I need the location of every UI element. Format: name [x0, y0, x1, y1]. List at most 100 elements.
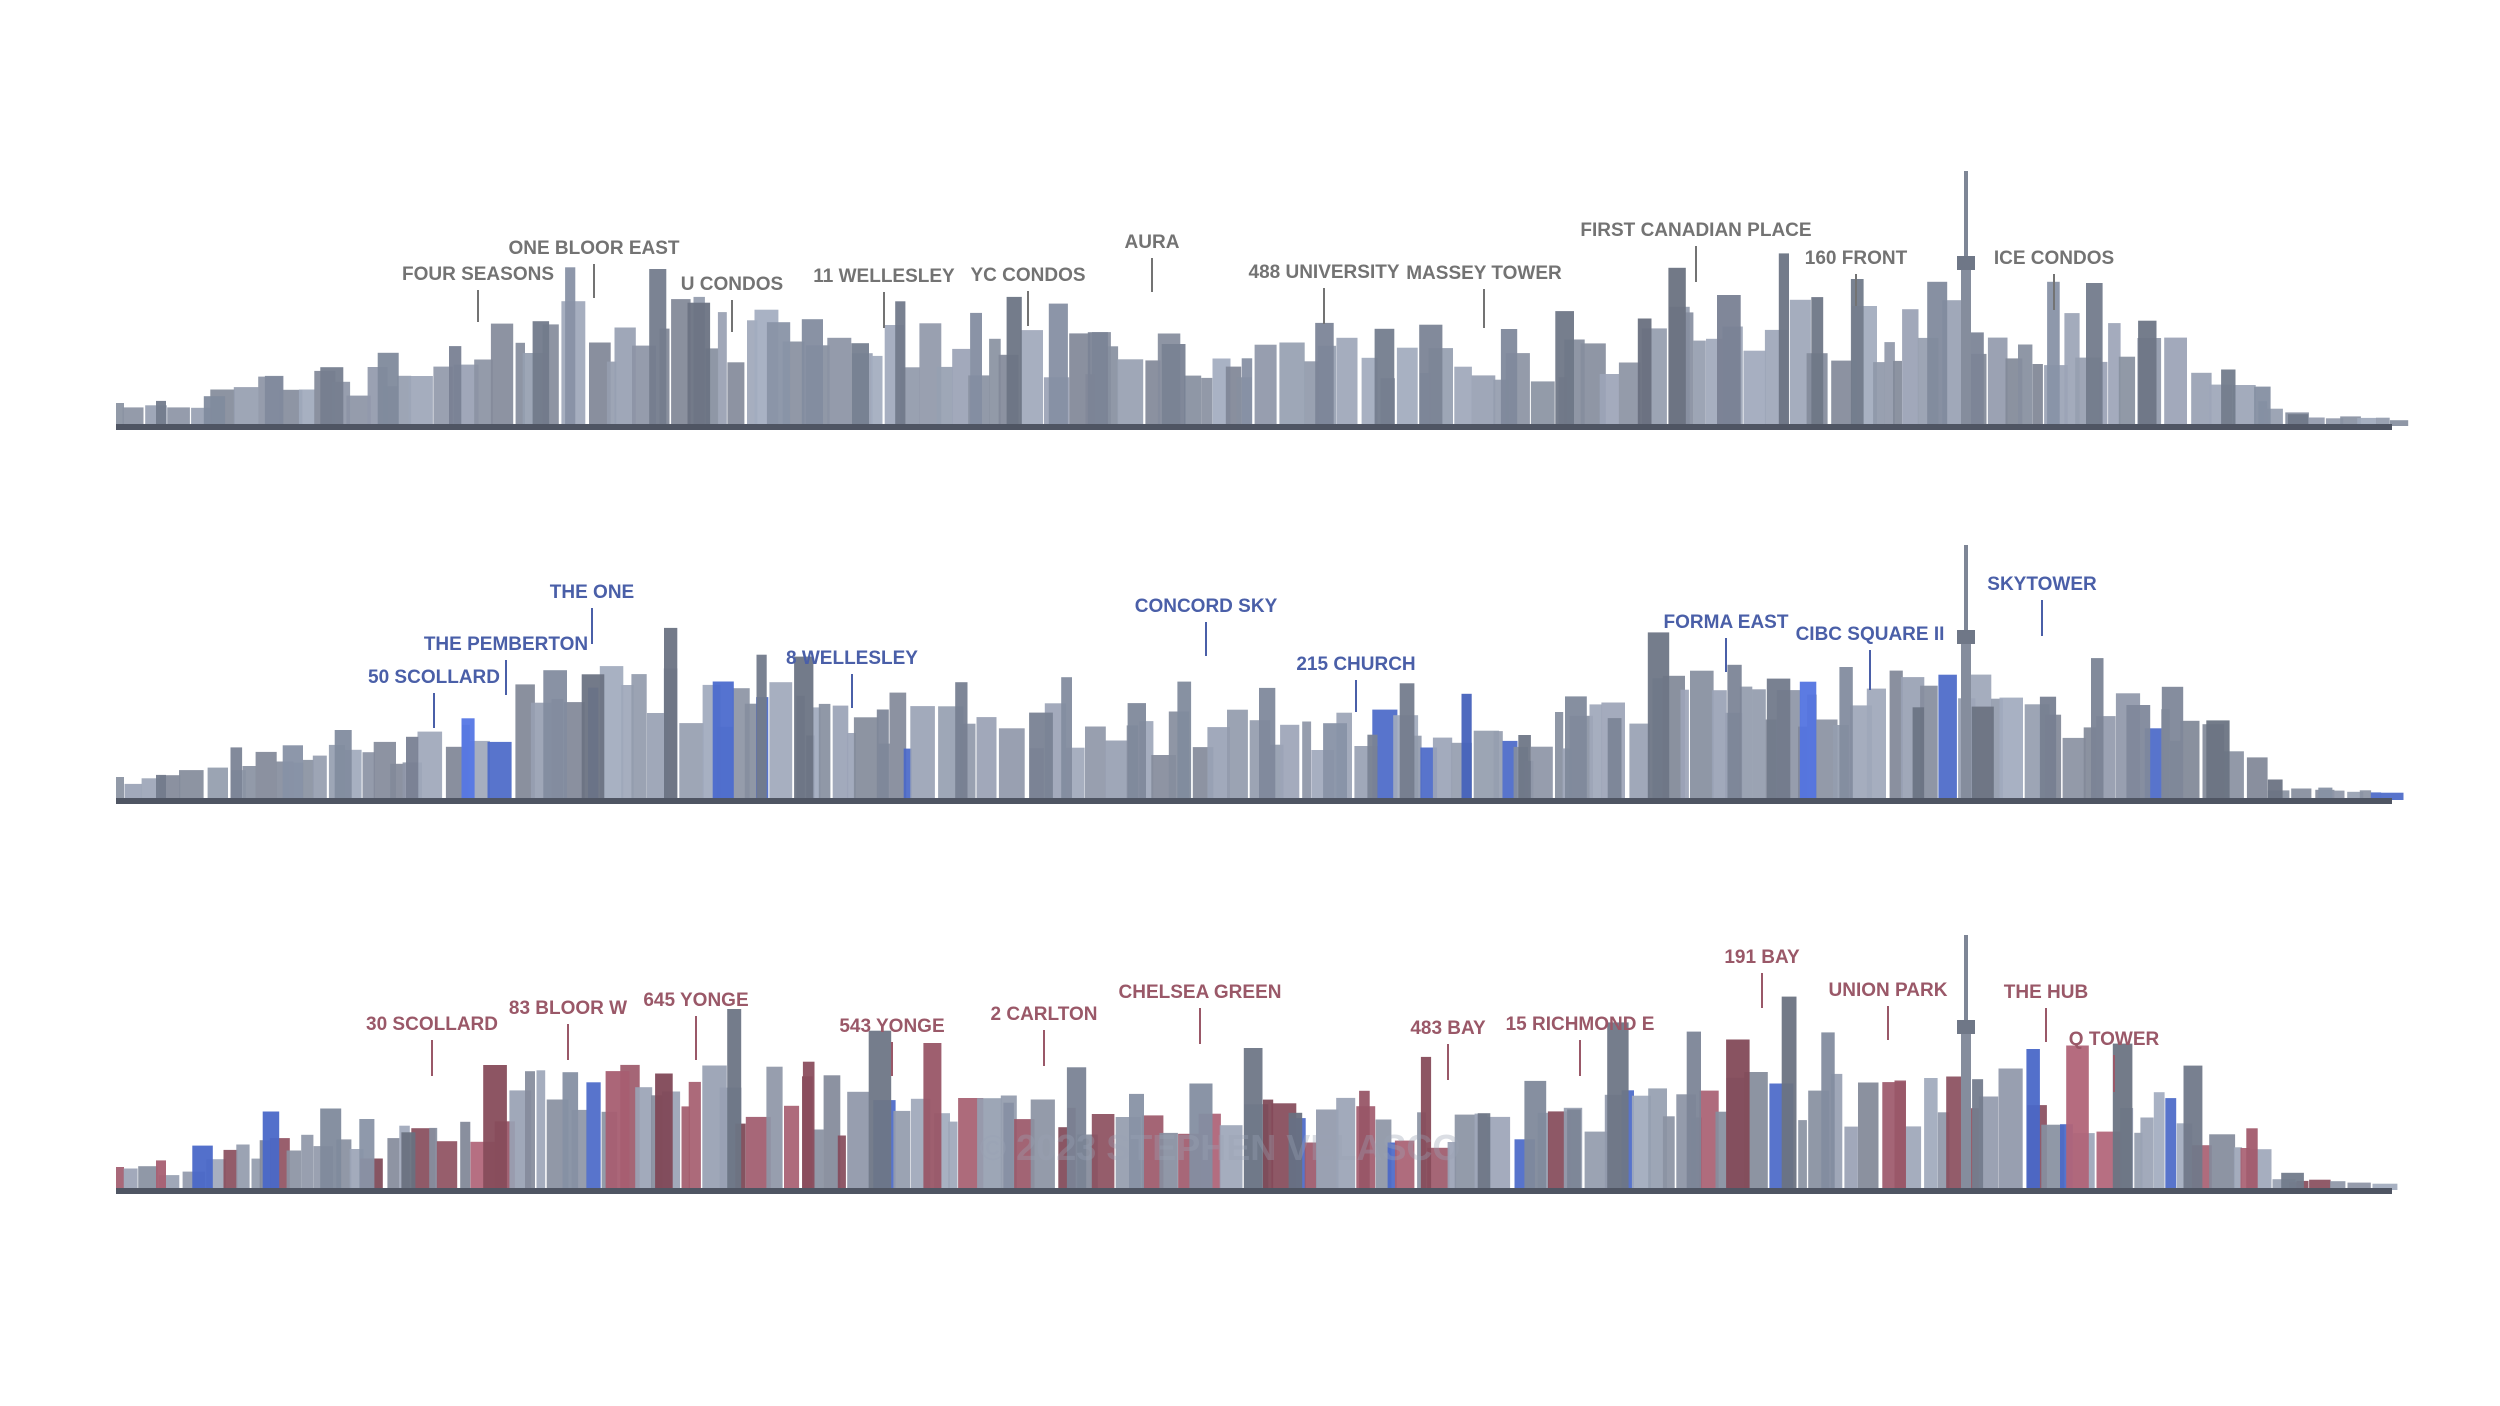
label-cibc-square-ii: CIBC SQUARE II [1796, 624, 1945, 645]
building [1924, 1078, 1938, 1190]
label-30-scollard: 30 SCOLLARD [366, 1014, 498, 1035]
building [1920, 685, 1938, 800]
building [1336, 1097, 1356, 1190]
tower [1972, 1079, 1984, 1190]
tower [1894, 1080, 1906, 1190]
tower [1565, 696, 1587, 800]
building [671, 299, 691, 426]
building [769, 682, 793, 800]
label-massey-tower: MASSEY TOWER [1406, 263, 1562, 284]
building [124, 783, 143, 800]
building [1058, 1127, 1069, 1190]
tower [868, 1030, 892, 1190]
ground-line [116, 1188, 2392, 1194]
skyline-panel-proposed: 30 SCOLLARD 83 BLOOR W 645 YONGE 543 YONGE 2… [116, 935, 2398, 1194]
building [948, 1121, 958, 1190]
building [1304, 1142, 1317, 1190]
building [397, 375, 412, 426]
tower [262, 1111, 280, 1190]
building [2233, 385, 2256, 426]
building [1858, 1082, 1879, 1190]
building [1145, 360, 1161, 426]
tower [1399, 683, 1415, 800]
label-skytower: SKYTOWER [1987, 574, 2097, 595]
building [1662, 1116, 1675, 1190]
building [525, 1071, 535, 1190]
building [223, 1149, 238, 1190]
building [255, 751, 277, 800]
label-83-bloor-w: 83 BLOOR W [509, 998, 627, 1019]
building [2359, 790, 2372, 800]
building [1987, 337, 2008, 426]
building [436, 1141, 458, 1190]
tower [1243, 1048, 1263, 1190]
building [1991, 698, 2003, 800]
building [727, 362, 745, 426]
cn-tower-pod [1957, 256, 1975, 270]
tower [1781, 996, 1797, 1190]
label-191-bay: 191 BAY [1724, 947, 1800, 968]
cn-tower-pod [1957, 630, 1975, 644]
tower [1821, 1032, 1835, 1190]
tower [1129, 1093, 1144, 1190]
building [2389, 420, 2409, 426]
tower [1066, 1067, 1087, 1190]
building [1105, 740, 1130, 800]
building [460, 1121, 471, 1190]
building [1905, 1126, 1922, 1190]
tower [334, 730, 352, 800]
building [853, 717, 879, 800]
tower [1726, 1039, 1750, 1190]
label-ice-condos: ICE CONDOS [1994, 248, 2114, 269]
building [747, 320, 758, 426]
tower [1778, 253, 1789, 426]
tower [2026, 1049, 2040, 1190]
building [1361, 357, 1378, 426]
tower [1686, 1031, 1701, 1190]
ground-line [116, 798, 2392, 804]
building [589, 342, 611, 426]
tower [1912, 707, 1925, 800]
tower [449, 346, 462, 426]
building [515, 342, 525, 426]
building [1304, 361, 1319, 426]
building [837, 1135, 846, 1190]
tower [955, 682, 968, 800]
building [823, 1075, 841, 1190]
building [1744, 1072, 1768, 1190]
building [847, 1091, 870, 1190]
building [2018, 344, 2033, 426]
tower [2091, 658, 2104, 800]
building [279, 389, 303, 426]
tower [1607, 1022, 1629, 1190]
building [1254, 344, 1277, 426]
building [1201, 377, 1213, 426]
tower [1161, 344, 1186, 426]
label-first-canadian-place: FIRST CANADIAN PLACE [1580, 220, 1811, 241]
tower [923, 1043, 942, 1190]
tower [1259, 687, 1276, 800]
building [1020, 330, 1043, 426]
tower [2039, 696, 2057, 800]
building [1789, 299, 1811, 426]
tower [727, 1009, 742, 1190]
building [1743, 350, 1766, 426]
building [893, 1110, 911, 1190]
building [1850, 705, 1873, 800]
building [744, 703, 759, 800]
building [1106, 346, 1119, 426]
building [301, 1134, 314, 1190]
cn-tower-shaft [1961, 644, 1971, 800]
tower [1315, 322, 1334, 426]
building [1142, 1115, 1164, 1190]
building [1873, 362, 1885, 426]
building [474, 359, 493, 426]
tower [1766, 678, 1791, 800]
tower [1799, 681, 1817, 800]
building [1394, 1140, 1415, 1190]
building [2380, 792, 2404, 800]
building [1427, 1147, 1450, 1190]
tower [532, 321, 550, 426]
tower [543, 670, 567, 800]
